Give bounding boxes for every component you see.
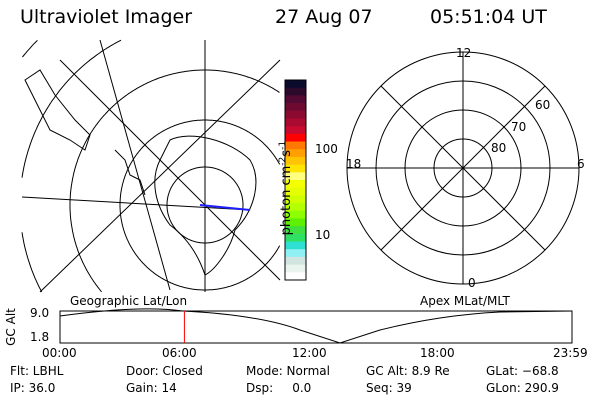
latitude-circles — [21, 39, 281, 293]
xtick-0600: 06:00 — [162, 346, 197, 360]
latitude-circle — [69, 69, 280, 293]
colorbar-label: photon cm-2s-1 — [277, 140, 295, 236]
apex-caption: Apex MLat/MLT — [420, 294, 510, 308]
lat-label-70: 70 — [511, 120, 527, 134]
colorbar-band — [285, 203, 306, 212]
colorbar-tick-100: 100 — [315, 142, 338, 156]
gain-status: Gain: 14 — [126, 381, 177, 395]
colorbar-band — [285, 180, 306, 189]
mode-status: Mode: Normal — [246, 364, 330, 378]
lat-label-60: 60 — [535, 98, 551, 112]
colorbar-band — [285, 87, 306, 96]
xtick-0000: 00:00 — [42, 346, 77, 360]
colorbar-tick-10: 10 — [315, 228, 331, 242]
door-status: Door: Closed — [126, 364, 203, 378]
colorbar-band — [285, 156, 306, 166]
colorbar-band — [285, 226, 306, 235]
ip-status: IP: 36.0 — [10, 381, 56, 395]
colorbar-band — [285, 241, 306, 250]
colorbar-band — [285, 233, 306, 243]
xtick-1800: 18:00 — [420, 346, 455, 360]
latitude-circle — [21, 39, 122, 293]
gc-alt-status: GC Alt: 8.9 Re — [366, 364, 450, 378]
colorbar-band — [285, 110, 306, 119]
latitude-circle — [22, 39, 38, 58]
colorbar-band — [285, 95, 306, 104]
dsp-status: Dsp: 0.0 — [246, 381, 312, 395]
instrument-title: Ultraviolet Imager — [20, 6, 193, 28]
glat-status: GLat: −68.8 — [486, 364, 559, 378]
mlt-label-18: 18 — [346, 157, 362, 171]
colorbar-band — [285, 133, 306, 143]
colorbar-band — [285, 272, 306, 281]
colorbar-band — [285, 141, 306, 150]
colorbar-band — [285, 210, 306, 219]
mlt-label-0: 0 — [468, 276, 476, 290]
lat-label-80: 80 — [491, 141, 507, 155]
xtick-2359: 23:59 — [553, 346, 588, 360]
geographic-map — [21, 39, 281, 293]
colorbar-band — [285, 172, 306, 181]
colorbar-band — [285, 118, 306, 127]
filter-status: Flt: LBHL — [10, 364, 64, 378]
ytick-1.8: 1.8 — [30, 330, 50, 344]
magnetic-polar-plot — [346, 51, 580, 285]
colorbar-band — [285, 164, 306, 173]
altitude-timeline — [59, 308, 573, 344]
mlt-label-6: 6 — [577, 157, 585, 171]
date-label: 27 Aug 07 — [275, 6, 373, 28]
colorbar-band — [285, 256, 306, 266]
geographic-caption: Geographic Lat/Lon — [70, 294, 188, 308]
time-label: 05:51:04 UT — [430, 6, 547, 28]
seq-status: Seq: 39 — [366, 381, 412, 395]
colorbar-band — [285, 195, 306, 204]
colorbar-band — [285, 80, 306, 89]
colorbar-band — [285, 103, 306, 112]
ytick-9: 9.0 — [30, 306, 50, 320]
color-bar — [285, 80, 306, 281]
colorbar-band — [285, 187, 306, 196]
xtick-1200: 12:00 — [292, 346, 327, 360]
latitude-circle — [119, 119, 281, 291]
colorbar-band — [285, 149, 306, 158]
colorbar-band — [285, 218, 306, 227]
glon-status: GLon: 290.9 — [486, 381, 559, 395]
colorbar-band — [285, 126, 306, 135]
colorbar-band — [285, 264, 306, 273]
colorbar-band — [285, 249, 306, 258]
timeline-ylabel: GC Alt — [3, 308, 18, 346]
mlt-label-12: 12 — [456, 46, 472, 60]
